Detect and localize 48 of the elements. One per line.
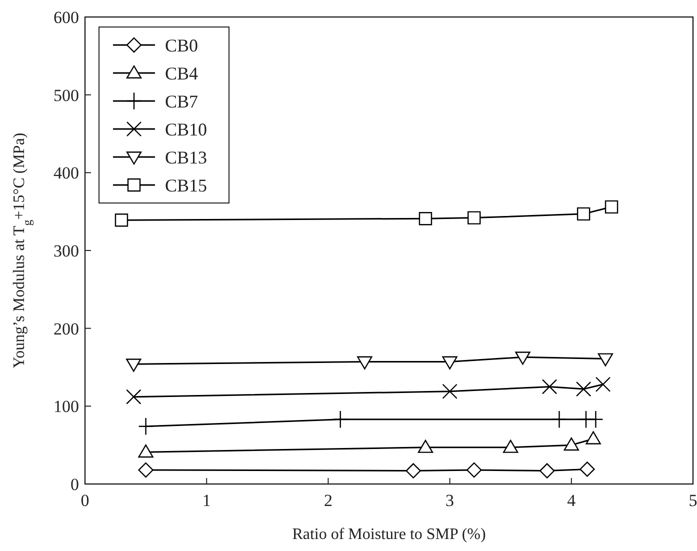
point <box>595 376 611 392</box>
y-tick-label: 600 <box>54 8 79 27</box>
y-tick-label: 300 <box>54 241 79 260</box>
point <box>539 463 555 478</box>
x-tick-label: 1 <box>202 491 211 510</box>
legend-label: CB15 <box>165 175 208 196</box>
point <box>588 410 604 428</box>
legend-label: CB0 <box>165 35 198 56</box>
point <box>138 417 154 436</box>
x-axis-title: Ratio of Moisture to SMP (%) <box>292 526 486 543</box>
point <box>418 212 432 226</box>
point <box>332 410 348 428</box>
point <box>138 444 154 458</box>
point <box>576 207 590 221</box>
point <box>576 381 592 397</box>
x-tick-label: 3 <box>446 491 454 510</box>
point <box>466 462 482 478</box>
point <box>126 389 142 404</box>
point <box>114 214 128 227</box>
y-tick-label: 100 <box>54 397 79 416</box>
y-tick-label: 200 <box>54 319 79 338</box>
point <box>515 352 530 365</box>
point <box>503 440 518 453</box>
point <box>552 410 567 428</box>
legend-label: CB7 <box>165 91 198 112</box>
point <box>418 440 434 453</box>
x-tick-label: 5 <box>688 491 697 510</box>
y-tick-label: 400 <box>54 164 79 183</box>
point <box>564 437 579 451</box>
x-tick-label: 4 <box>567 491 576 510</box>
point <box>406 463 421 478</box>
point <box>138 462 154 478</box>
legend-label: CB13 <box>165 147 208 168</box>
point <box>586 431 601 444</box>
point <box>442 356 458 370</box>
point <box>598 353 614 366</box>
x-tick-label: 2 <box>324 491 332 510</box>
y-tick-label: 0 <box>70 474 79 494</box>
point <box>580 462 595 477</box>
point <box>357 356 372 370</box>
legend-label: CB10 <box>165 119 208 140</box>
point <box>468 211 481 224</box>
legend-label: CB4 <box>165 63 198 84</box>
point <box>542 379 558 394</box>
point <box>442 384 458 399</box>
point <box>604 200 618 214</box>
y-tick-label: 500 <box>54 86 79 105</box>
point <box>126 358 142 372</box>
